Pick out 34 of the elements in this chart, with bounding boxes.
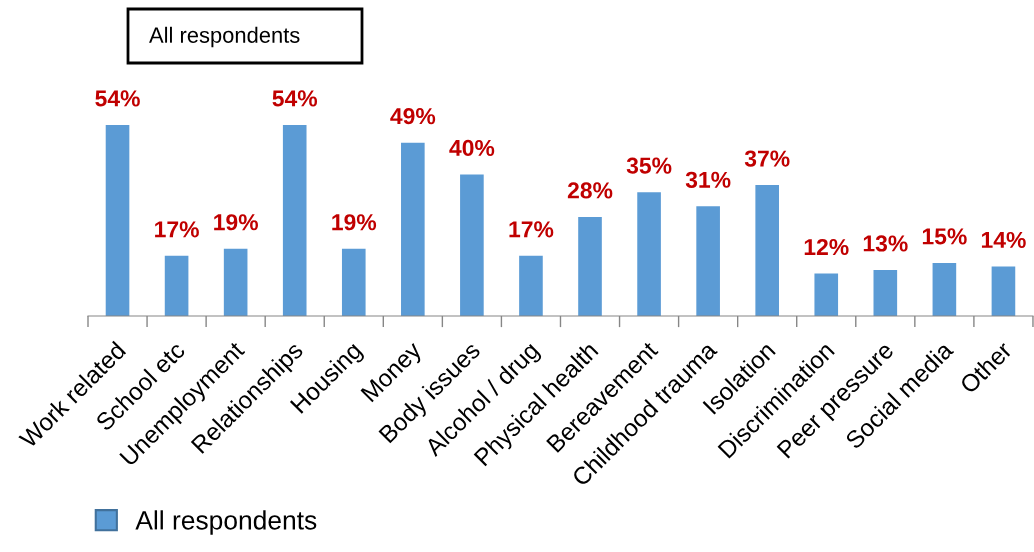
data-label: 14% [981, 231, 1026, 248]
bar [105, 124, 130, 316]
data-label: 49% [390, 108, 436, 125]
bar [282, 124, 307, 316]
chart-title: All respondents [149, 26, 300, 48]
bar [932, 262, 957, 316]
data-label: 37% [744, 150, 790, 167]
bar [401, 142, 425, 316]
data-label: 17% [155, 221, 199, 238]
bar [164, 255, 189, 316]
legend-label: All respondents [135, 510, 317, 535]
bar [637, 192, 661, 316]
bar [873, 270, 898, 316]
data-label: 35% [626, 157, 672, 174]
data-label: 13% [863, 235, 908, 252]
bar [696, 206, 720, 316]
bar [341, 248, 366, 316]
bar [755, 185, 780, 316]
bar [223, 248, 248, 316]
bar [991, 266, 1016, 316]
data-label: 12% [804, 238, 849, 256]
data-label: 40% [449, 139, 495, 157]
data-label: 31% [685, 171, 731, 188]
bar [578, 216, 602, 316]
data-label: 15% [922, 228, 967, 245]
bar [460, 174, 484, 316]
data-label: 54% [272, 90, 318, 107]
data-label: 17% [509, 221, 554, 238]
data-label: 28% [567, 182, 613, 199]
data-label: 19% [214, 214, 258, 231]
data-label: 54% [95, 90, 140, 107]
bar [519, 255, 543, 316]
data-label: 19% [332, 214, 377, 231]
bar [814, 273, 839, 316]
